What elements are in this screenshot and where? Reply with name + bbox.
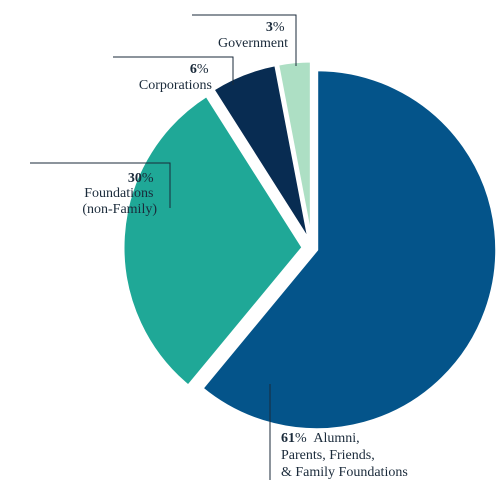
- pie-slice-corporations: [211, 63, 311, 243]
- name-foundations-line2: (non-Family): [82, 202, 157, 217]
- percent-government: 3%: [266, 20, 288, 35]
- percent-foundations: 30%: [128, 171, 157, 186]
- name-corporations: Corporations: [139, 78, 212, 93]
- name-foundations-line1: Foundations: [84, 186, 153, 201]
- leader-foundations: [30, 162, 171, 208]
- leader-corporations: [113, 56, 234, 85]
- percent-alumni: 61% Alumni,: [281, 431, 363, 446]
- label-alumni: 61% Alumni, Parents, Friends, & Family F…: [281, 431, 408, 480]
- leader-government: [192, 14, 297, 66]
- name-alumni-line3: & Family Foundations: [281, 465, 408, 480]
- name-government: Government: [218, 36, 288, 51]
- percent-corporations: 6%: [190, 62, 212, 77]
- leader-lines: [30, 14, 297, 480]
- pie-slice-foundations: [121, 93, 305, 388]
- label-government: 3% Government: [218, 20, 288, 51]
- pie-slice-government: [276, 59, 313, 243]
- label-corporations: 6% Corporations: [139, 62, 212, 93]
- pie-slices: [121, 59, 499, 432]
- label-foundations: 30% Foundations (non-Family): [82, 171, 157, 217]
- name-alumni-line2: Parents, Friends,: [281, 448, 375, 463]
- pie-slice-alumni: [200, 68, 499, 432]
